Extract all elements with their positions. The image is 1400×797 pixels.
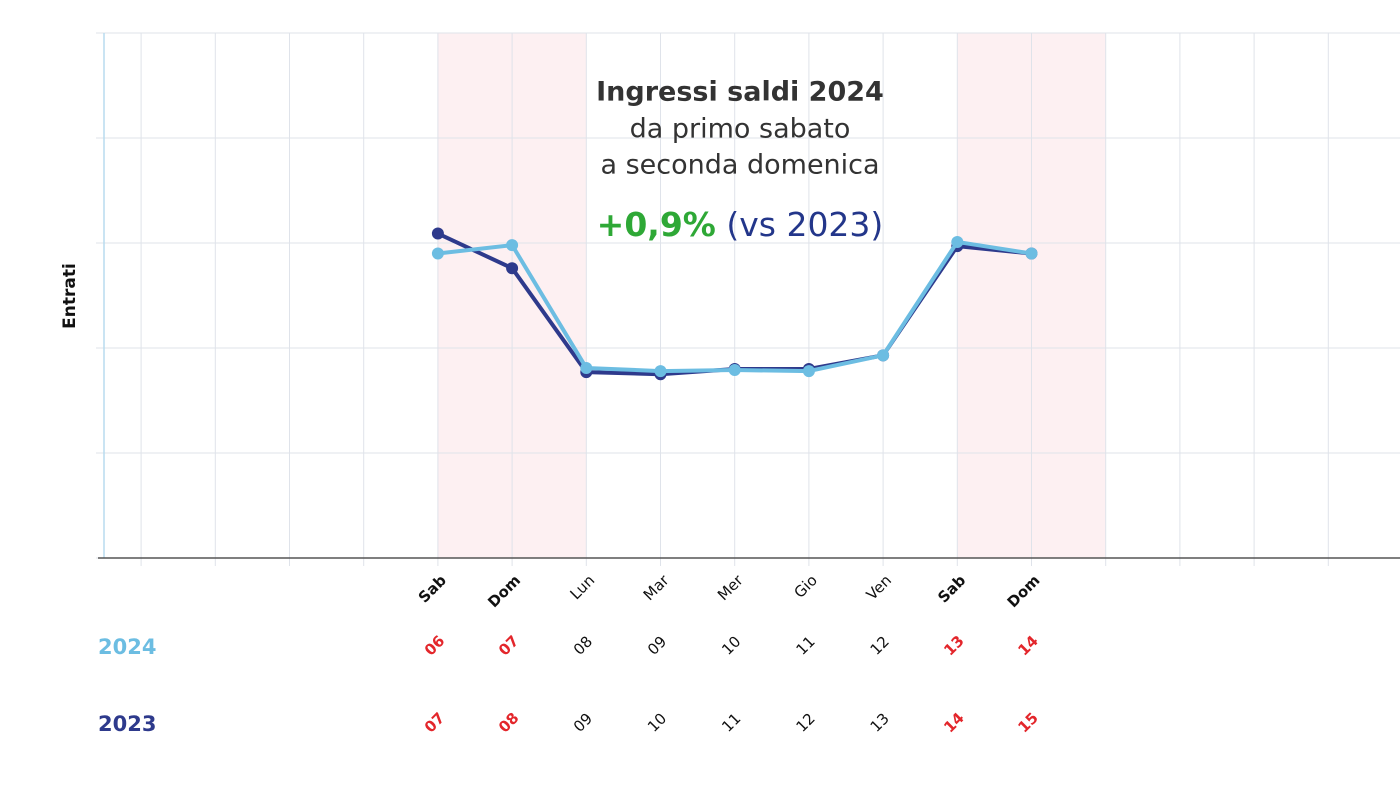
x-tick-label: Mer <box>714 571 747 604</box>
data-point <box>506 239 519 252</box>
x-tick-label: Sab <box>415 571 450 606</box>
date-label: 11 <box>718 710 744 736</box>
date-label: 10 <box>718 633 744 659</box>
date-label: 10 <box>644 710 670 736</box>
date-label: 09 <box>644 633 670 659</box>
date-label: 13 <box>940 632 967 659</box>
data-point <box>802 365 815 378</box>
x-tick-label: Lun <box>566 571 598 603</box>
date-label: 07 <box>421 709 448 736</box>
chart-subtitle: da primo sabato <box>630 114 851 145</box>
background-layer <box>96 32 1400 566</box>
data-point <box>1025 247 1038 260</box>
data-point <box>506 262 519 275</box>
chart-subtitle: a seconda domenica <box>600 150 879 181</box>
data-point <box>951 235 964 248</box>
date-label: 06 <box>421 632 448 659</box>
legend-label: 2024 <box>98 635 156 659</box>
data-point <box>728 364 741 377</box>
date-label: 12 <box>792 710 818 736</box>
annotation: +0,9% (vs 2023) <box>597 205 884 244</box>
x-tick-label: Dom <box>1004 571 1044 611</box>
x-tick-label: Dom <box>484 571 524 611</box>
weekend-band <box>957 33 1032 558</box>
weekend-band <box>1031 33 1106 558</box>
data-point <box>877 349 890 362</box>
date-label: 08 <box>495 709 522 736</box>
weekend-band <box>512 33 587 558</box>
data-point <box>431 227 444 240</box>
date-label: 07 <box>495 632 522 659</box>
data-point <box>654 365 667 378</box>
comparison-label: (vs 2023) <box>726 205 883 244</box>
data-point <box>431 247 444 260</box>
date-label: 12 <box>867 633 893 659</box>
date-label: 15 <box>1014 709 1041 736</box>
x-tick-label: Ven <box>863 571 895 603</box>
date-label: 14 <box>940 709 967 736</box>
date-label: 09 <box>570 710 596 736</box>
chart-title: Ingressi saldi 2024 <box>596 77 884 108</box>
legend-label: 2023 <box>98 712 156 736</box>
date-label: 11 <box>792 633 818 659</box>
weekend-band <box>437 33 513 558</box>
x-tick-label: Sab <box>934 571 969 606</box>
date-label: 13 <box>867 710 893 736</box>
date-label: 14 <box>1014 632 1041 659</box>
y-axis-label: Entrati <box>60 263 80 329</box>
x-tick-label: Gio <box>791 571 821 601</box>
change-label: +0,9% <box>597 205 716 244</box>
data-point <box>580 361 593 374</box>
x-tick-label: Mar <box>640 571 673 604</box>
date-label: 08 <box>570 633 596 659</box>
